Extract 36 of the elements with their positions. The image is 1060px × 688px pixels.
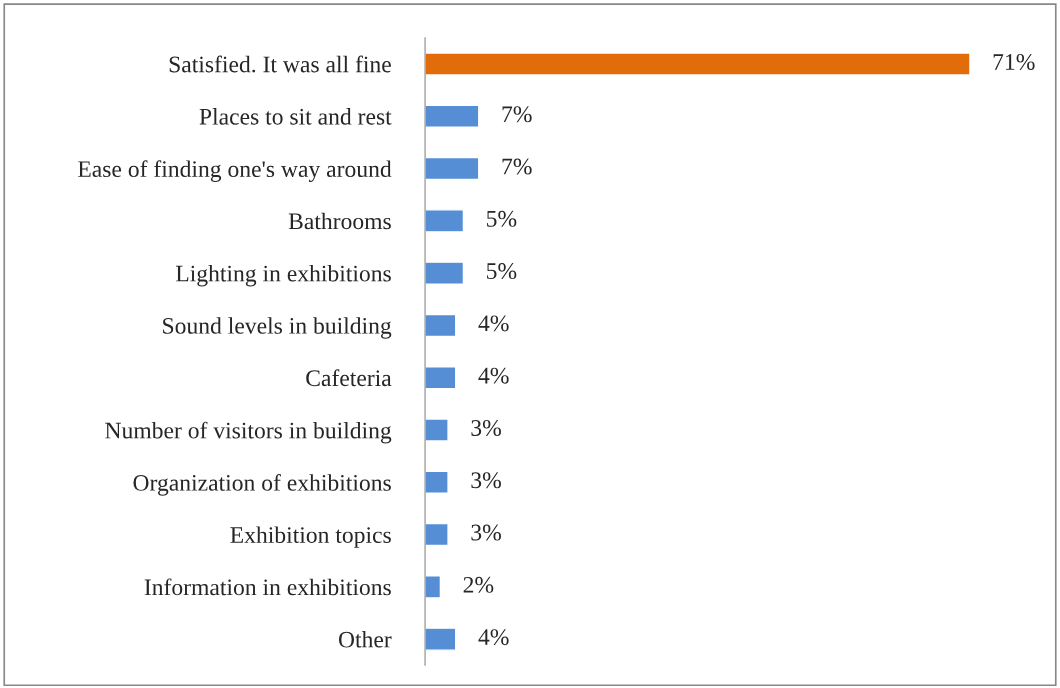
bar: [425, 313, 457, 338]
data-label: 3%: [471, 524, 501, 541]
bar: [425, 418, 449, 442]
data-label: 7%: [502, 158, 532, 175]
bar: [425, 575, 442, 599]
data-label: 4%: [478, 315, 509, 332]
bar: [425, 209, 465, 233]
bar: [425, 627, 457, 651]
y-tick-label: Bathrooms: [288, 212, 391, 230]
y-tick-label: Cafeteria: [306, 369, 392, 387]
y-tick-label: Other: [338, 630, 392, 648]
data-label: 3%: [471, 419, 501, 436]
y-tick-label: Places to sit and rest: [199, 108, 392, 125]
bar: [425, 470, 449, 494]
bar: [425, 261, 465, 285]
bar: [425, 52, 970, 76]
data-label: 5%: [487, 210, 517, 227]
data-label: 4%: [478, 629, 509, 646]
data-label: 4%: [478, 367, 509, 384]
bar: [425, 104, 480, 128]
y-tick-label: Exhibition topics: [230, 526, 391, 548]
data-label: 2%: [463, 576, 494, 593]
y-tick-label: Number of visitors in building: [105, 421, 392, 444]
y-tick-label: Satisfied. It was all fine: [169, 55, 391, 73]
data-label: 3%: [471, 472, 501, 489]
data-label: 71%: [993, 53, 1035, 70]
y-tick-label: Lighting in exhibitions: [175, 264, 391, 287]
y-tick-label: Organization of exhibitions: [133, 473, 391, 496]
bar: [425, 522, 449, 547]
data-label: 5%: [487, 263, 517, 280]
y-tick-label: Sound levels in building: [163, 317, 392, 339]
data-label: 7%: [502, 106, 532, 123]
y-tick-label: Information in exhibitions: [144, 578, 391, 596]
bar: [425, 366, 457, 390]
y-tick-label: Ease of finding one's way around: [78, 160, 392, 182]
bar: [425, 156, 480, 181]
